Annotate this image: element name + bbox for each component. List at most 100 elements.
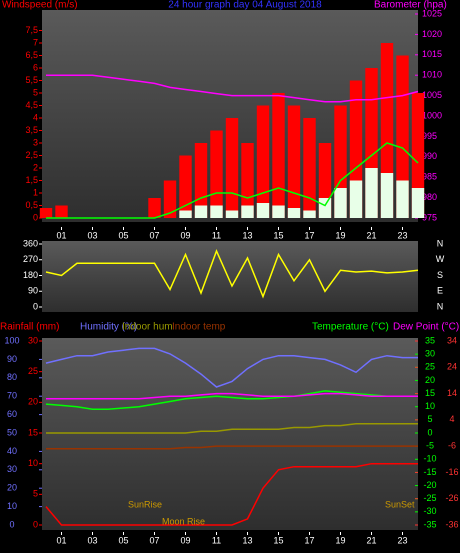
y-tick-label: 360 [23, 238, 38, 248]
y-tick-label: 20 [28, 397, 38, 407]
y-tick-label: 1020 [422, 29, 442, 39]
y-tick-label: 4 [33, 112, 38, 122]
y-tick-label: 995 [422, 131, 437, 141]
direction-panel [42, 241, 418, 312]
x-tick-label: 13 [242, 230, 252, 240]
y-tick-label: 90 [28, 286, 38, 296]
y-tick-label: -25 [423, 493, 436, 503]
y-tick-label: 6 [33, 62, 38, 72]
y-tick-label: 30 [28, 335, 38, 345]
bar [396, 180, 409, 218]
x-tick-label: 03 [87, 230, 97, 240]
y-tick-label: 90 [7, 354, 17, 364]
bar [210, 205, 223, 218]
legend-entry: Dew Point (°C) [393, 322, 459, 333]
y-tick-label: 1010 [422, 70, 442, 80]
y-tick-label: 70 [7, 391, 17, 401]
x-tick-label: 01 [56, 535, 66, 545]
x-tick-label: 19 [335, 230, 345, 240]
y-tick-label: 15 [425, 388, 435, 398]
y-tick-label: 34 [447, 335, 457, 345]
y-tick-label: 1,5 [25, 175, 38, 185]
x-tick-label: 09 [180, 230, 190, 240]
bar [303, 118, 316, 218]
x-tick-label: 15 [273, 535, 283, 545]
y-tick-label: 80 [7, 372, 17, 382]
series-line [45, 462, 418, 526]
compass-label: N [437, 238, 444, 248]
y-tick-label: 3,5 [25, 125, 38, 135]
y-tick-label: 1000 [422, 110, 442, 120]
bar [241, 205, 254, 218]
bar [55, 205, 68, 218]
bar [272, 205, 285, 218]
y-tick-label: 0 [33, 519, 38, 529]
y-tick-label: 2 [33, 162, 38, 172]
y-tick-label: -16 [445, 467, 458, 477]
y-tick-label: -36 [445, 519, 458, 529]
y-tick-label: 25 [425, 362, 435, 372]
series-line [46, 445, 418, 450]
series-line [46, 423, 418, 434]
bar [365, 168, 378, 218]
y-tick-label: 10 [425, 401, 435, 411]
y-tick-label: -26 [445, 493, 458, 503]
bar [411, 188, 425, 218]
y-tick-label: 0 [9, 519, 14, 529]
bar [411, 93, 425, 218]
y-tick-label: 3 [33, 137, 38, 147]
y-tick-label: 30 [7, 464, 17, 474]
bar [349, 180, 363, 218]
y-tick-label: 5 [33, 87, 38, 97]
y-tick-label: 15 [28, 427, 38, 437]
y-tick-label: 0 [33, 212, 38, 222]
x-tick-label: 17 [304, 230, 314, 240]
y-tick-label: 4,5 [25, 100, 38, 110]
legend-entry: Indoor hum [122, 322, 173, 333]
bar [256, 105, 270, 218]
x-tick-label: 05 [118, 230, 128, 240]
y-tick-label: -5 [426, 441, 434, 451]
graph-title: 24 hour graph day 04 August 2018 [168, 0, 322, 11]
barometer-axis-label: Barometer (hpa) [374, 0, 447, 11]
bar [241, 143, 254, 218]
y-tick-label: -10 [423, 454, 436, 464]
y-tick-label: 1 [33, 187, 38, 197]
y-tick-label: 100 [4, 335, 19, 345]
legend-entry: Indoor temp [172, 322, 226, 333]
y-tick-label: 14 [447, 388, 457, 398]
bar [210, 130, 223, 218]
y-tick-label: 60 [7, 409, 17, 419]
x-tick-label: 21 [366, 535, 376, 545]
annotation: Moon Rise [162, 516, 205, 526]
x-tick-label: 17 [304, 535, 314, 545]
series-line [46, 74, 419, 103]
bar [287, 208, 301, 218]
y-tick-label: 985 [422, 172, 437, 182]
y-tick-label: 0 [427, 427, 432, 437]
y-tick-label: 4 [449, 414, 454, 424]
y-tick-label: 1015 [422, 49, 442, 59]
bar [148, 198, 161, 218]
bar [163, 180, 177, 218]
annotation: SunSet [385, 499, 415, 509]
bar [225, 210, 239, 218]
y-tick-label: 50 [7, 427, 17, 437]
y-tick-label: -35 [423, 519, 436, 529]
y-tick-label: 20 [425, 375, 435, 385]
y-tick-label: 7,5 [25, 25, 38, 35]
x-tick-label: 11 [212, 535, 221, 545]
y-tick-label: -15 [423, 467, 436, 477]
y-tick-label: 0 [33, 301, 38, 311]
y-tick-label: -6 [448, 441, 456, 451]
y-tick-label: -20 [423, 480, 436, 490]
compass-label: S [437, 270, 443, 280]
x-tick-label: 13 [242, 535, 252, 545]
y-tick-label: 0,5 [25, 200, 38, 210]
y-tick-label: 270 [23, 254, 38, 264]
x-tick-label: 05 [118, 535, 128, 545]
annotation: SunRise [128, 499, 162, 509]
bar [287, 105, 301, 218]
x-tick-label: 19 [335, 535, 345, 545]
